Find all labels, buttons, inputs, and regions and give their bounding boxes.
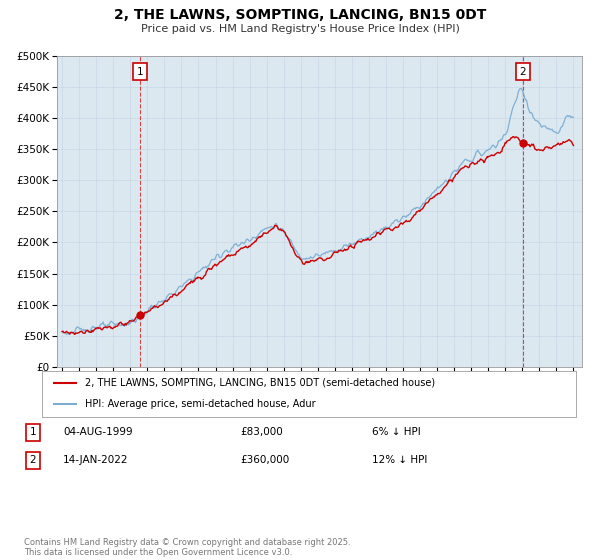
Text: 2, THE LAWNS, SOMPTING, LANCING, BN15 0DT (semi-detached house): 2, THE LAWNS, SOMPTING, LANCING, BN15 0D… (85, 378, 435, 388)
Text: 14-JAN-2022: 14-JAN-2022 (63, 455, 128, 465)
Text: Price paid vs. HM Land Registry's House Price Index (HPI): Price paid vs. HM Land Registry's House … (140, 24, 460, 34)
Text: 12% ↓ HPI: 12% ↓ HPI (372, 455, 427, 465)
Text: Contains HM Land Registry data © Crown copyright and database right 2025.
This d: Contains HM Land Registry data © Crown c… (24, 538, 350, 557)
Text: £360,000: £360,000 (240, 455, 289, 465)
Text: 2: 2 (520, 67, 526, 77)
Text: 2, THE LAWNS, SOMPTING, LANCING, BN15 0DT: 2, THE LAWNS, SOMPTING, LANCING, BN15 0D… (114, 8, 486, 22)
Text: HPI: Average price, semi-detached house, Adur: HPI: Average price, semi-detached house,… (85, 399, 316, 409)
Text: 6% ↓ HPI: 6% ↓ HPI (372, 427, 421, 437)
Text: 1: 1 (137, 67, 143, 77)
Text: £83,000: £83,000 (240, 427, 283, 437)
Text: 04-AUG-1999: 04-AUG-1999 (63, 427, 133, 437)
Text: 1: 1 (29, 427, 37, 437)
Text: 2: 2 (29, 455, 37, 465)
